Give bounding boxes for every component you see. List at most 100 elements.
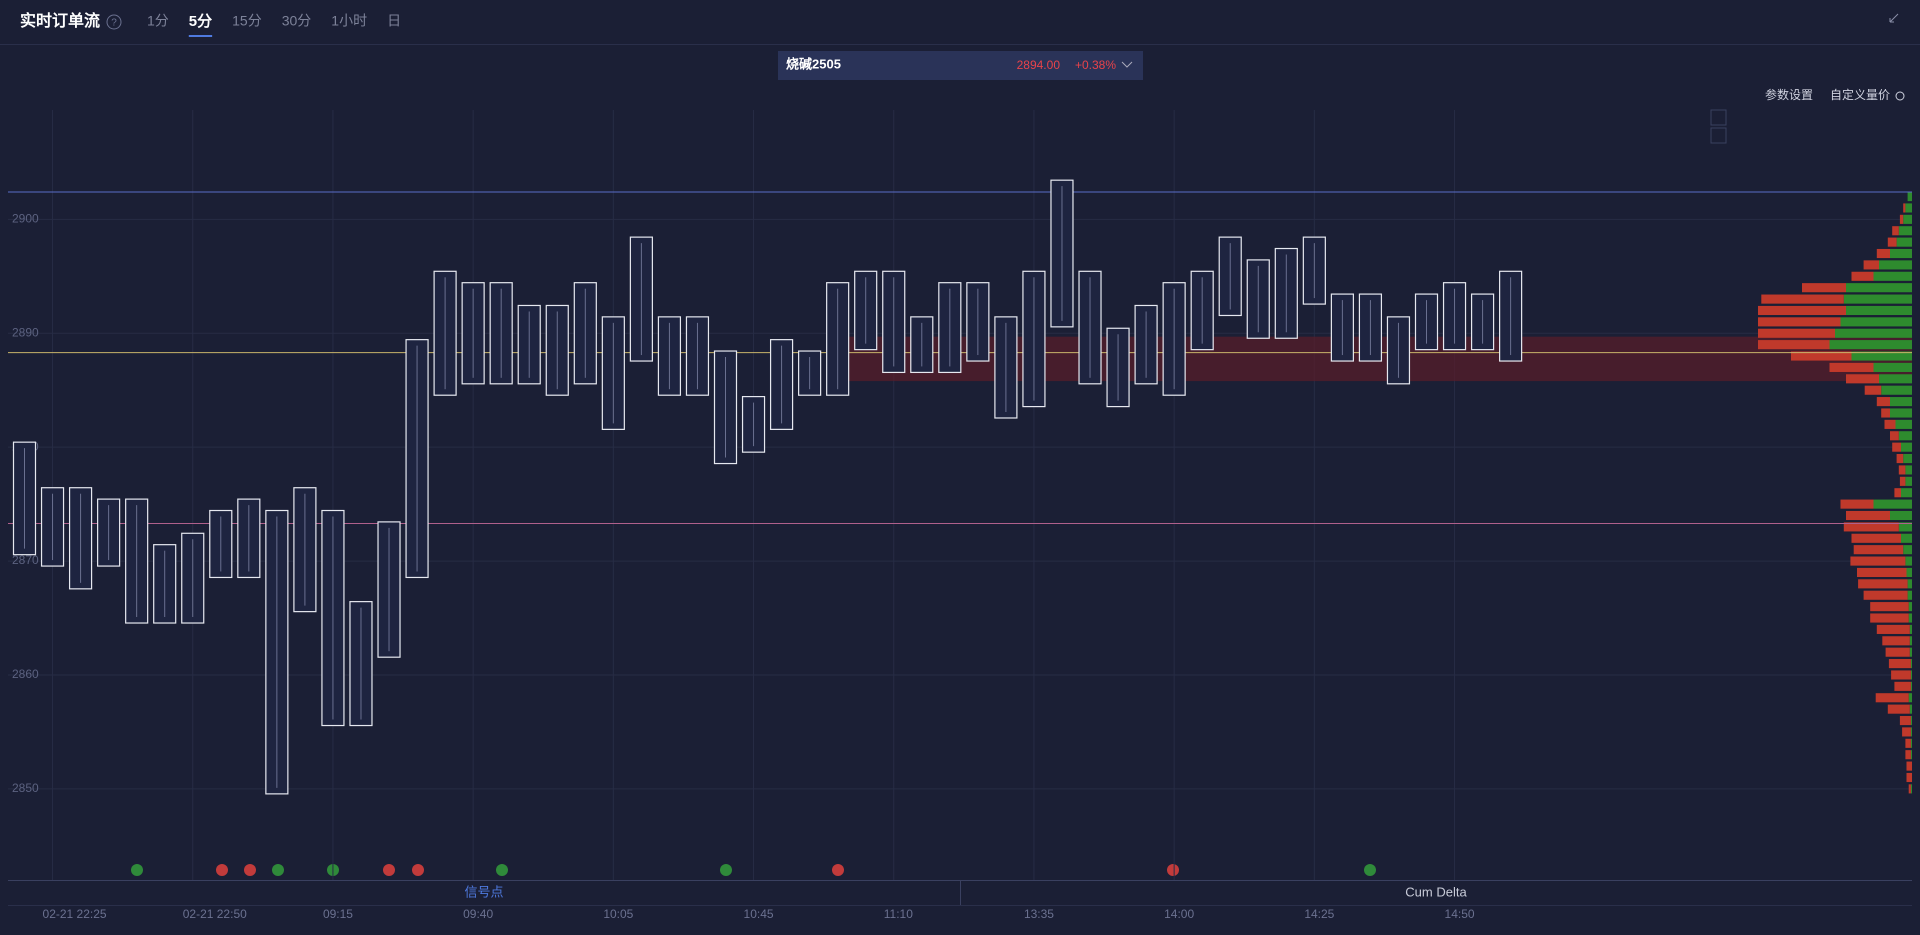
profile-buy-bar (1895, 419, 1912, 429)
profile-buy-bar (1879, 374, 1912, 384)
profile-sell-bar (1857, 567, 1907, 578)
profile-buy-bar (1829, 340, 1912, 350)
profile-buy-bar (1905, 465, 1912, 475)
profile-sell-bar (1887, 237, 1897, 247)
profile-sell-bar (1899, 476, 1906, 486)
signal-marker[interactable] (244, 864, 256, 876)
profile-buy-bar (1843, 294, 1912, 304)
profile-sell-bar (1896, 453, 1904, 464)
profile-buy-bar (1898, 522, 1912, 532)
profile-buy-bar (1846, 305, 1912, 316)
x-tick-label: 14:00 (1164, 907, 1194, 921)
signal-marker[interactable] (131, 864, 143, 876)
app-title: 实时订单流 (20, 11, 100, 30)
profile-sell-bar (1887, 704, 1910, 714)
timeframe-tab[interactable]: 1小时 (331, 13, 367, 29)
profile-sell-bar (1908, 784, 1911, 794)
profile-sell-bar (1905, 750, 1911, 760)
profile-buy-bar (1873, 362, 1912, 372)
signal-marker[interactable] (412, 864, 424, 876)
symbol-selector[interactable] (778, 51, 1143, 80)
timeframe-tab[interactable]: 15分 (232, 13, 262, 29)
profile-buy-bar (1910, 670, 1912, 680)
profile-buy-bar (1846, 283, 1912, 293)
signal-marker[interactable] (832, 864, 844, 876)
collapse-icon[interactable] (1889, 13, 1899, 23)
profile-sell-bar (1758, 328, 1835, 338)
profile-sell-bar (1899, 715, 1911, 726)
profile-buy-bar (1910, 727, 1912, 737)
signal-marker[interactable] (720, 864, 732, 876)
profile-sell-bar (1829, 362, 1874, 372)
y-tick-label: 2860 (12, 667, 39, 681)
profile-buy-bar (1851, 351, 1912, 361)
profile-sell-bar (1870, 613, 1909, 623)
profile-buy-bar (1901, 442, 1912, 452)
profile-sell-bar (1906, 772, 1912, 783)
profile-buy-bar (1907, 590, 1912, 600)
profile-sell-bar (1851, 533, 1901, 543)
profile-sell-bar (1864, 385, 1882, 395)
profile-buy-bar (1910, 750, 1912, 760)
signal-marker[interactable] (496, 864, 508, 876)
profile-sell-bar (1891, 670, 1911, 680)
timeframe-tab[interactable]: 30分 (282, 13, 312, 29)
signal-marker[interactable] (1167, 864, 1179, 876)
signal-tab[interactable]: 信号点 (464, 884, 503, 899)
profile-sell-bar (1758, 317, 1841, 327)
profile-buy-bar (1873, 271, 1912, 281)
profile-buy-bar (1910, 659, 1912, 669)
profile-sell-bar (1858, 579, 1908, 589)
y-tick-label: 2890 (12, 325, 39, 339)
profile-sell-bar (1905, 738, 1911, 748)
x-tick-label: 09:15 (323, 907, 353, 921)
custom-volume-icon (1895, 91, 1905, 101)
profile-sell-bar (1892, 226, 1899, 236)
profile-sell-bar (1876, 397, 1890, 407)
profile-sell-bar (1898, 465, 1906, 475)
y-tick-label: 2850 (12, 781, 39, 795)
profile-sell-bar (1850, 556, 1906, 566)
profile-buy-bar (1910, 738, 1912, 748)
x-tick-label: 13:35 (1024, 907, 1054, 921)
signal-marker[interactable] (383, 864, 395, 876)
profile-sell-bar (1758, 305, 1846, 316)
signal-marker[interactable] (272, 864, 284, 876)
profile-buy-bar (1905, 476, 1912, 486)
profile-buy-bar (1909, 624, 1912, 634)
x-tick-label: 09:40 (463, 907, 493, 921)
expand-button[interactable] (1710, 109, 1727, 126)
profile-sell-bar (1863, 590, 1908, 600)
profile-buy-bar (1907, 192, 1912, 202)
profile-sell-bar (1885, 647, 1910, 657)
profile-buy-bar (1906, 567, 1912, 578)
cum-delta-tab[interactable]: Cum Delta (1405, 884, 1467, 899)
profile-sell-bar (1802, 283, 1846, 293)
help-icon[interactable] (106, 14, 122, 30)
profile-sell-bar (1876, 248, 1890, 259)
timeframe-tab[interactable]: 5分 (189, 13, 212, 30)
profile-buy-bar (1907, 579, 1912, 589)
profile-buy-bar (1890, 510, 1912, 521)
signal-marker[interactable] (216, 864, 228, 876)
timeframe-tab[interactable]: 1分 (147, 13, 169, 29)
settings-button[interactable]: 参数设置 (1765, 87, 1813, 102)
profile-buy-bar (1908, 613, 1912, 623)
signal-marker[interactable] (1364, 864, 1376, 876)
profile-sell-bar (1899, 214, 1904, 224)
profile-buy-bar (1896, 237, 1912, 247)
profile-buy-bar (1890, 248, 1912, 259)
profile-buy-bar (1908, 602, 1912, 612)
x-tick-label: 11:10 (884, 907, 913, 921)
custom-volume-button[interactable]: 自定义量价 (1830, 87, 1890, 102)
timeframe-tab[interactable]: 日 (387, 13, 401, 29)
profile-sell-bar (1890, 431, 1899, 441)
signal-markers (131, 864, 1376, 876)
profile-buy-bar (1903, 453, 1912, 464)
profile-sell-bar (1882, 636, 1910, 646)
info-button[interactable] (1710, 127, 1727, 144)
profile-sell-bar (1894, 681, 1911, 691)
profile-buy-bar (1908, 693, 1912, 703)
